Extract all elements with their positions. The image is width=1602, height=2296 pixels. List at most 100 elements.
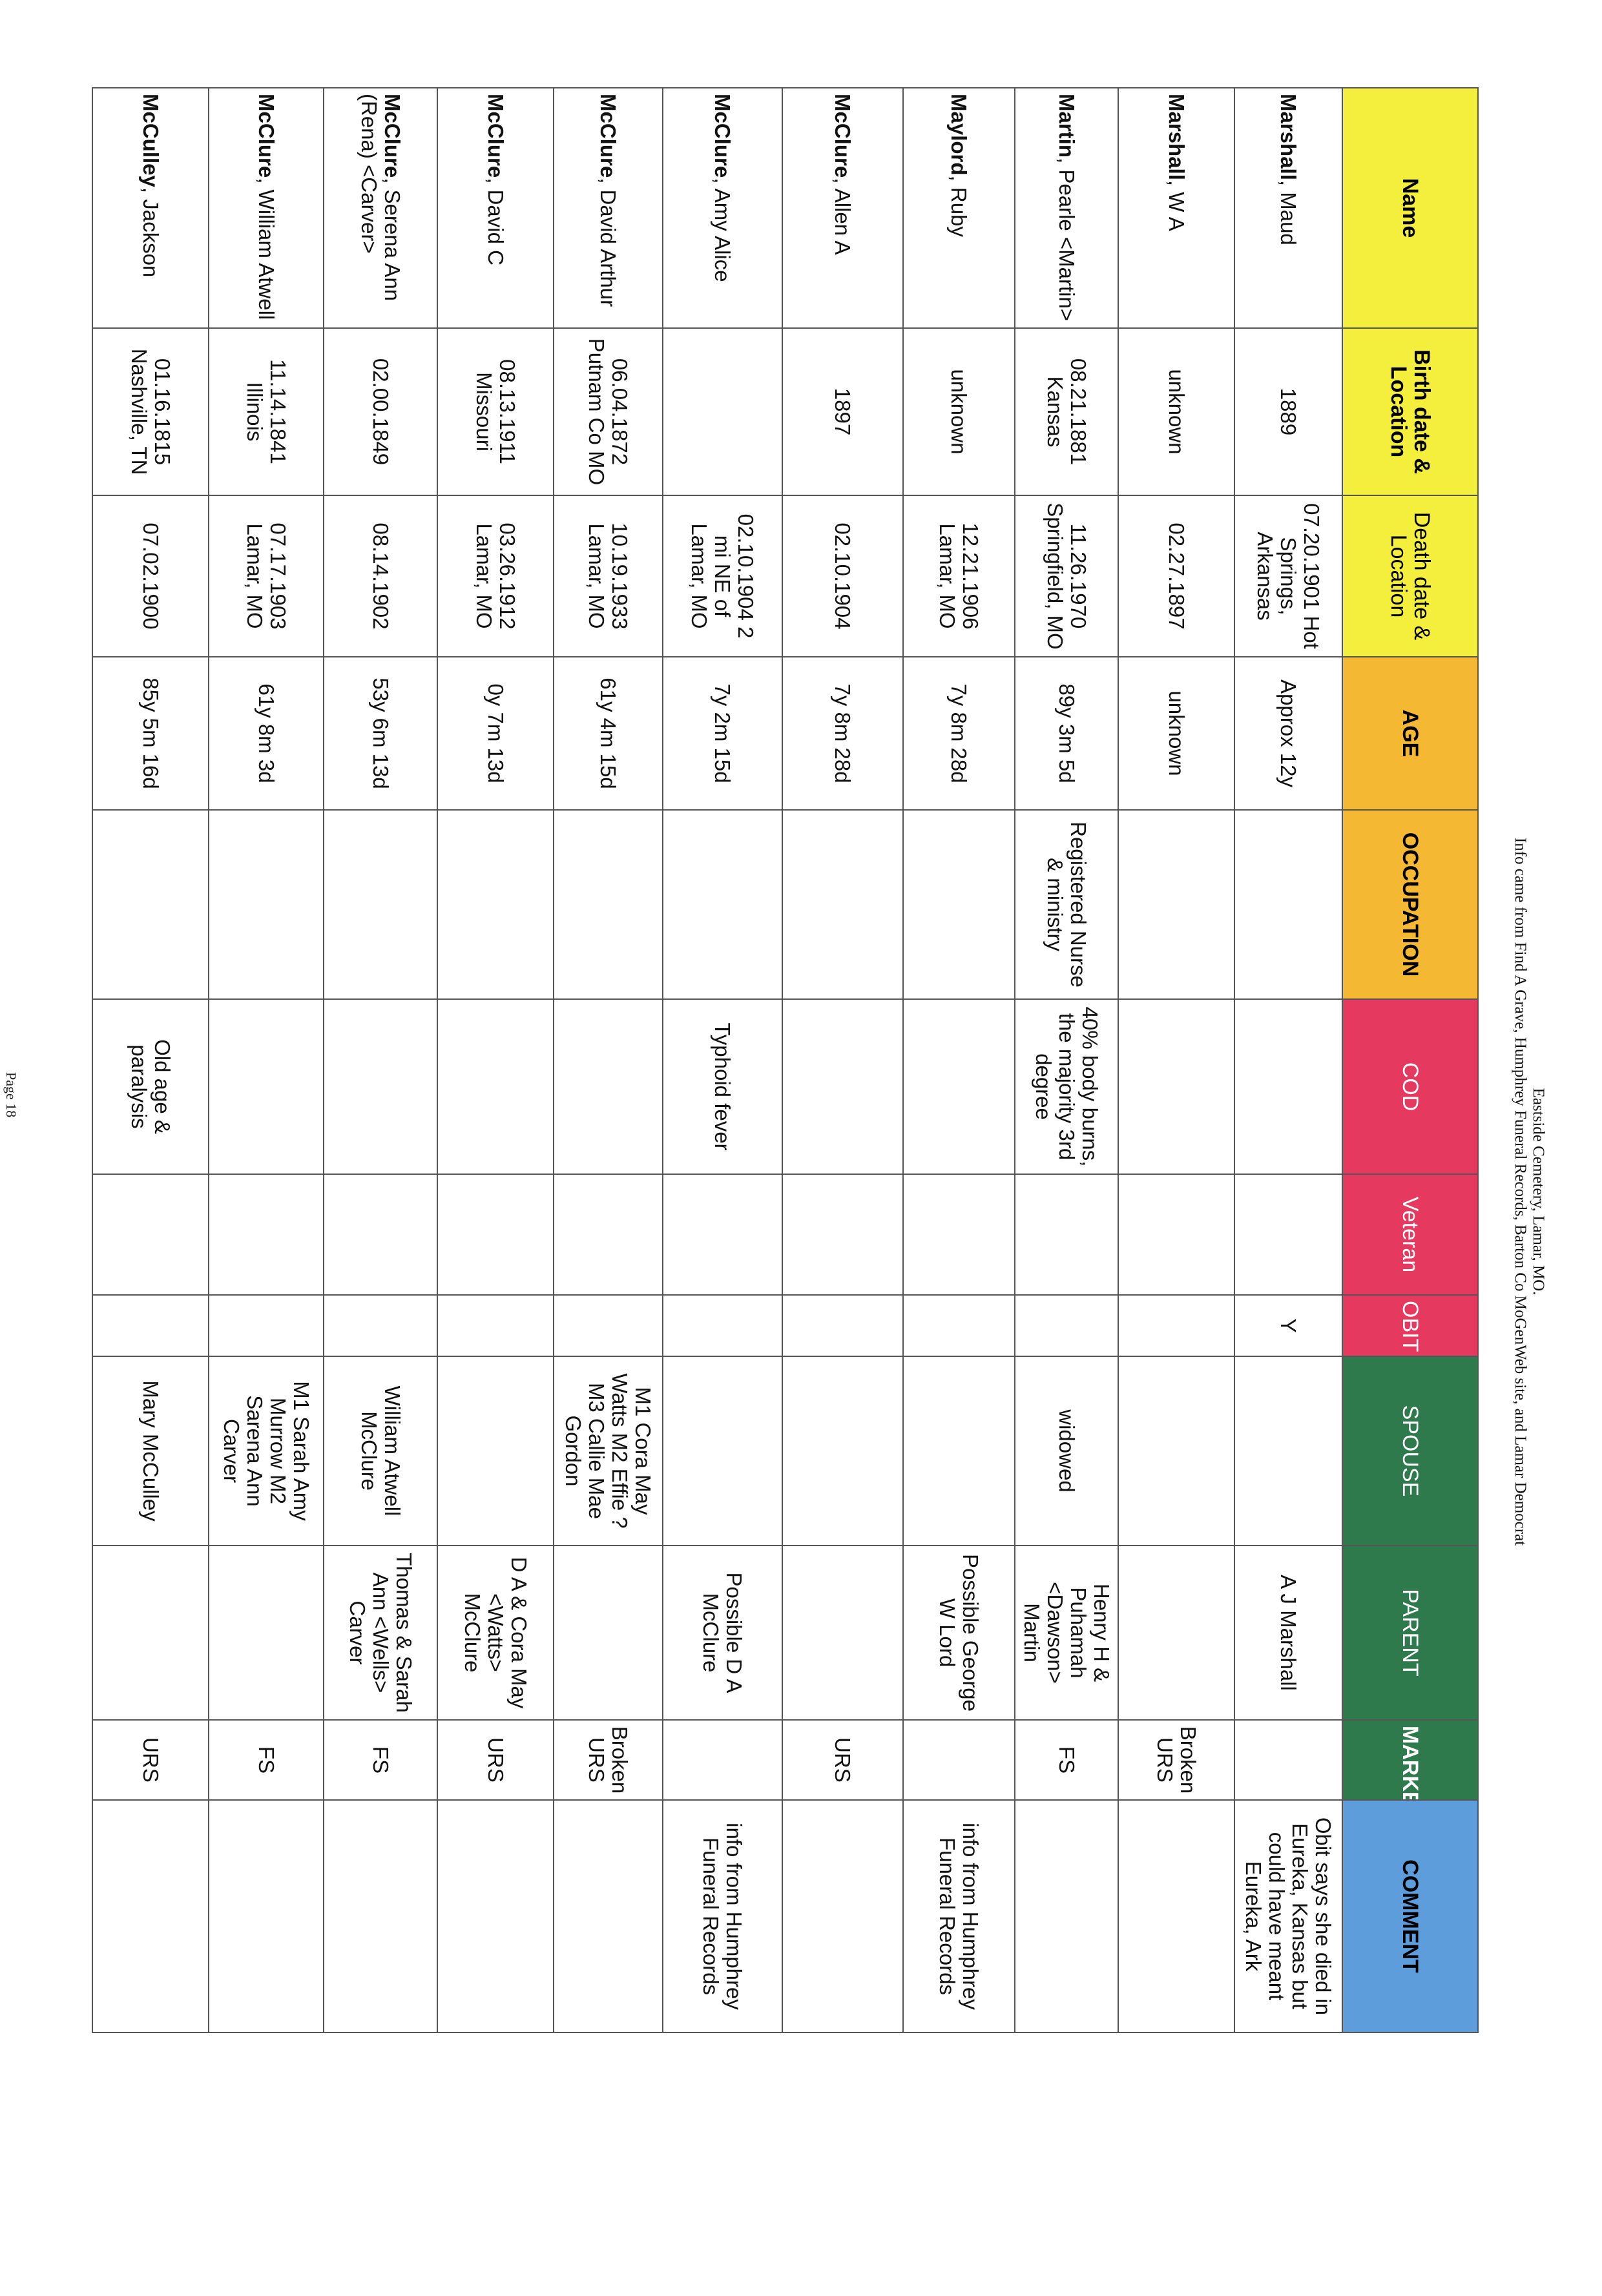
cell-age: 61y 4m 15d bbox=[554, 657, 663, 810]
cell-comment bbox=[437, 1800, 554, 2032]
cell-death: 11.26.1970 Springfield, MO bbox=[1015, 495, 1118, 657]
given-name: David Arthur bbox=[596, 189, 621, 307]
age-text: 7y 8m 28d bbox=[831, 683, 855, 783]
cell-comment bbox=[1118, 1800, 1234, 2032]
table-row: Marshall, Maud 1889 07.20.1901 Hot Springs… bbox=[1234, 88, 1342, 2032]
cell-name: Martin, Pearle <Martin> bbox=[1015, 88, 1118, 328]
comment-text: Obit says she died in Eureka, Kansas but… bbox=[1242, 1817, 1335, 2016]
cell-marker: Broken URS bbox=[554, 1720, 663, 1800]
cell-spouse bbox=[1118, 1356, 1234, 1546]
header-row: Name Birth date & Location Death date & Lo… bbox=[1342, 88, 1478, 2032]
cell-name: McClure, Serena Ann (Rena) <Carver> bbox=[324, 88, 437, 328]
cell-veteran bbox=[437, 1174, 554, 1295]
cell-age: 0y 7m 13d bbox=[437, 657, 554, 810]
cell-obit bbox=[324, 1295, 437, 1356]
cell-parent: Henry H & Puhamah <Dawson> Martin bbox=[1015, 1546, 1118, 1720]
birth-text: 01.16.1815 Nashville, TN bbox=[127, 348, 174, 475]
surname: McClure bbox=[255, 94, 278, 178]
cell-occupation: Registered Nurse & ministry bbox=[1015, 810, 1118, 999]
cell-age: Approx 12y bbox=[1234, 657, 1342, 810]
cell-cod bbox=[209, 999, 324, 1174]
surname: Marshall bbox=[1276, 94, 1301, 180]
table-row: McClure, David Arthur 06.04.1872 Putnam C… bbox=[554, 88, 663, 2032]
cell-obit bbox=[92, 1295, 209, 1356]
death-text: 12.21.1906 Lamar, MO bbox=[935, 522, 983, 630]
cell-comment bbox=[782, 1800, 903, 2032]
table-row: Maylord, Ruby unknown 12.21.1906 Lamar, MO… bbox=[903, 88, 1015, 2032]
birth-text: unknown bbox=[947, 369, 971, 455]
column-header-spouse: SPOUSE bbox=[1342, 1356, 1478, 1546]
cell-age: 61y 8m 3d bbox=[209, 657, 324, 810]
given-name: Maud bbox=[1276, 192, 1301, 245]
table-row: McClure, Allen A 1897 02.10.1904 7y 8m 28d U… bbox=[782, 88, 903, 2032]
death-text: 07.17.1903 Lamar, MO bbox=[243, 522, 289, 630]
cell-name: McClure, Allen A bbox=[782, 88, 903, 328]
cell-obit bbox=[1015, 1295, 1118, 1356]
death-text: 11.26.1970 Springfield, MO bbox=[1043, 502, 1090, 650]
spouse-text: M1 Cora May Watts M2 Effie ? M3 Callie M… bbox=[561, 1373, 655, 1529]
age-text: 0y 7m 13d bbox=[484, 683, 507, 783]
cell-veteran bbox=[1015, 1174, 1118, 1295]
cell-age: unknown bbox=[1118, 657, 1234, 810]
cell-age: 53y 6m 13d bbox=[324, 657, 437, 810]
surname: McCulley bbox=[139, 94, 163, 187]
table-row: McClure, David C 08.13.1911 Missouri 03.26… bbox=[437, 88, 554, 2032]
birth-text: 1897 bbox=[831, 388, 855, 436]
cell-veteran bbox=[663, 1174, 782, 1295]
table-row: Martin, Pearle <Martin> 08.21.1881 Kansas… bbox=[1015, 88, 1118, 2032]
cell-parent: Possible D A McClure bbox=[663, 1546, 782, 1720]
given-name: Pearle <Martin> bbox=[1055, 169, 1079, 322]
cell-parent: D A & Cora May <Watts> McClure bbox=[437, 1546, 554, 1720]
cell-marker bbox=[1234, 1720, 1342, 1800]
age-text: 61y 8m 3d bbox=[255, 683, 278, 783]
cell-occupation bbox=[663, 810, 782, 999]
cell-parent bbox=[554, 1546, 663, 1720]
cell-occupation bbox=[209, 810, 324, 999]
cell-spouse bbox=[437, 1356, 554, 1546]
given-name: William Atwell bbox=[255, 189, 278, 320]
marker-text: FS bbox=[369, 1746, 392, 1774]
cell-death: 12.21.1906 Lamar, MO bbox=[903, 495, 1015, 657]
spouse-text: widowed bbox=[1055, 1409, 1078, 1493]
cell-obit bbox=[554, 1295, 663, 1356]
column-header-birth-date-location: Birth date & Location bbox=[1342, 328, 1478, 495]
death-text: 07.20.1901 Hot Springs, Arkansas bbox=[1253, 503, 1324, 649]
marker-text: URS bbox=[139, 1737, 162, 1783]
birth-text: 08.13.1911 Missouri bbox=[472, 359, 519, 464]
cell-occupation bbox=[1234, 810, 1342, 999]
cell-comment bbox=[209, 1800, 324, 2032]
cell-name: McCulley, Jackson bbox=[92, 88, 209, 328]
parent-text: Possible George W Lord bbox=[935, 1554, 983, 1712]
cell-occupation bbox=[1118, 810, 1234, 999]
cell-occupation bbox=[554, 810, 663, 999]
death-text: 08.14.1902 bbox=[369, 522, 392, 630]
cell-comment bbox=[324, 1800, 437, 2032]
comment-text: info from Humphrey Funeral Records bbox=[935, 1823, 983, 2010]
marker-text: Broken URS bbox=[1153, 1726, 1200, 1794]
birth-text: 02.00.1849 bbox=[369, 358, 392, 466]
death-text: 02.27.1897 bbox=[1165, 522, 1188, 630]
cell-name: McClure, David C bbox=[437, 88, 554, 328]
cell-obit bbox=[782, 1295, 903, 1356]
birth-text: 11.14.1841 Illinois bbox=[243, 359, 289, 464]
given-name: Jackson bbox=[139, 199, 163, 278]
cell-spouse: widowed bbox=[1015, 1356, 1118, 1546]
cell-comment: info from Humphrey Funeral Records bbox=[663, 1800, 782, 2032]
cell-spouse bbox=[782, 1356, 903, 1546]
cell-spouse: Mary McCulley bbox=[92, 1356, 209, 1546]
cell-cod bbox=[782, 999, 903, 1174]
cell-marker bbox=[663, 1720, 782, 1800]
cell-obit bbox=[209, 1295, 324, 1356]
table-row: McClure, Serena Ann (Rena) <Carver> 02.00… bbox=[324, 88, 437, 2032]
cell-veteran bbox=[554, 1174, 663, 1295]
cell-death: 02.10.1904 bbox=[782, 495, 903, 657]
surname: McClure bbox=[711, 94, 735, 178]
cell-cod bbox=[324, 999, 437, 1174]
cell-marker: FS bbox=[324, 1720, 437, 1800]
cell-birth: unknown bbox=[1118, 328, 1234, 495]
cell-age: 7y 8m 28d bbox=[782, 657, 903, 810]
cell-marker: Broken URS bbox=[1118, 1720, 1234, 1800]
cell-comment bbox=[554, 1800, 663, 2032]
marker-text: URS bbox=[484, 1737, 507, 1783]
cell-comment bbox=[92, 1800, 209, 2032]
